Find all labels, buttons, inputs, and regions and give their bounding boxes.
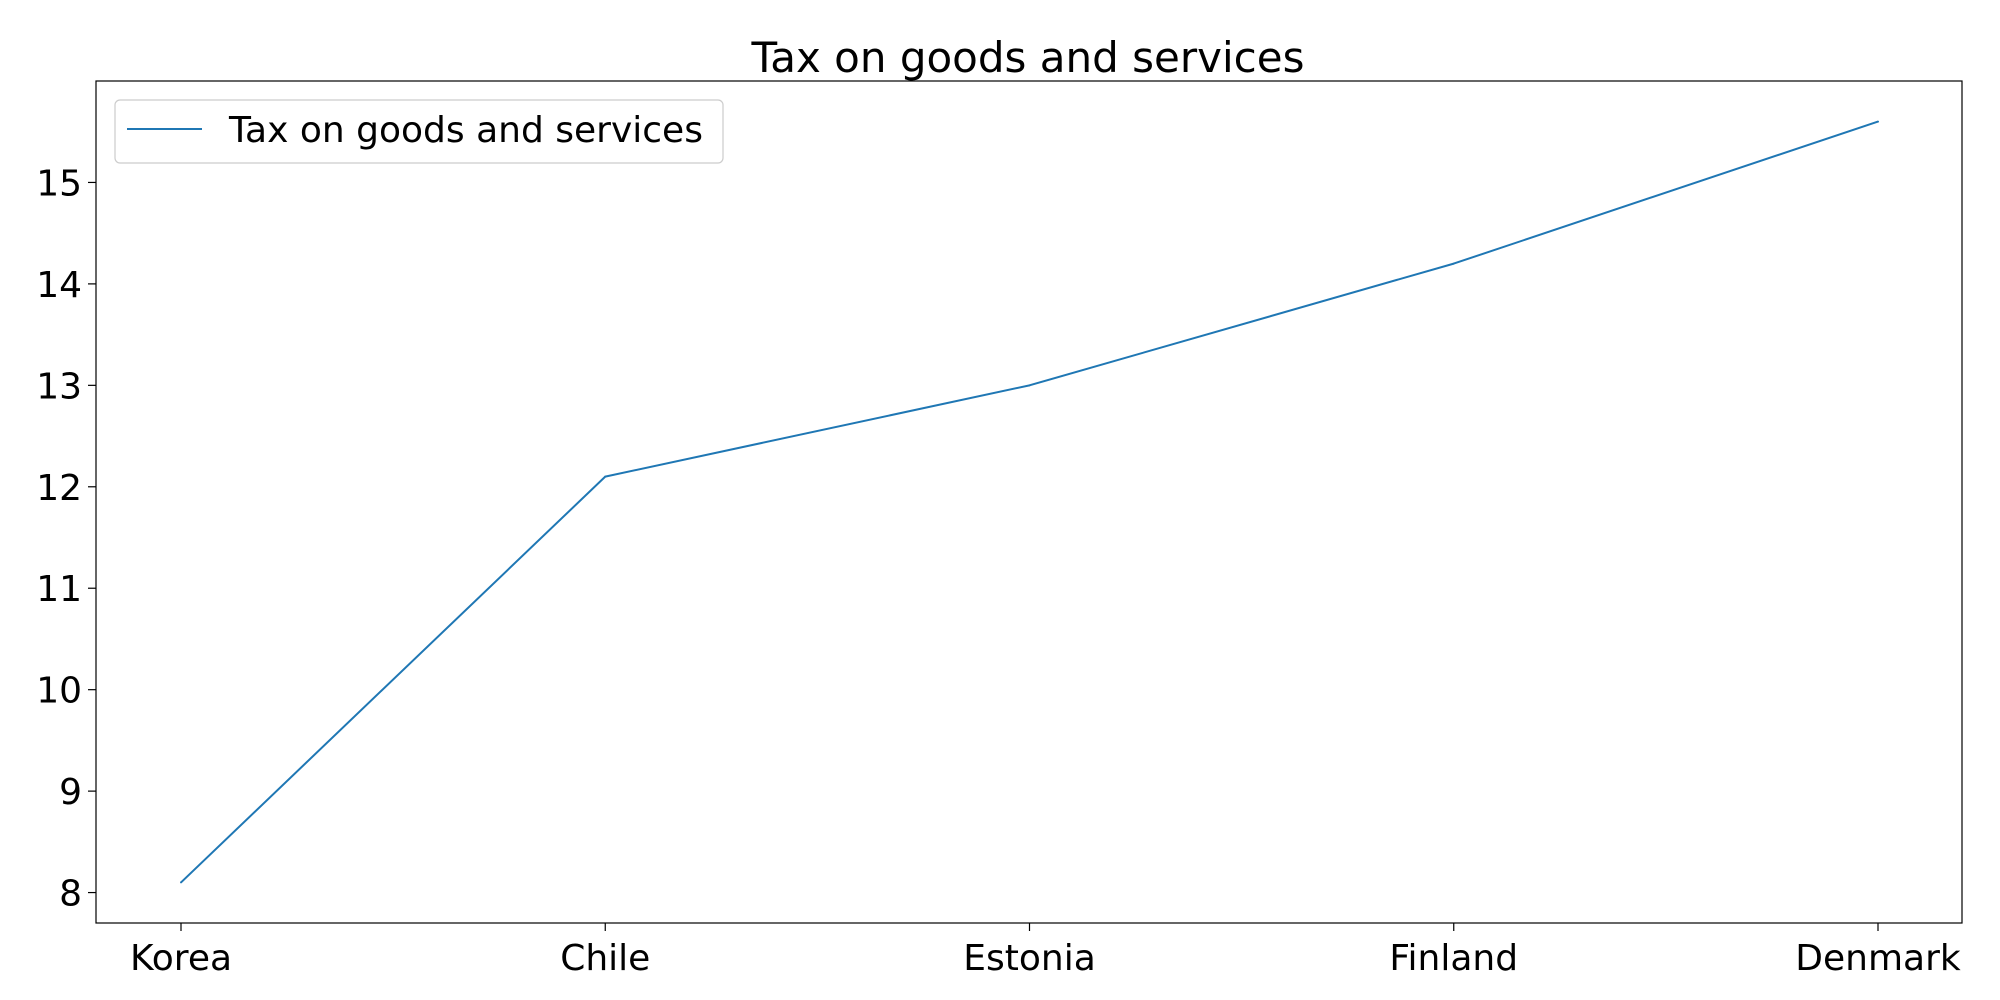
legend: Tax on goods and services [114,99,724,164]
y-tick-label: 15 [36,163,82,204]
y-axis: 8 9 10 11 12 13 14 15 [36,163,96,915]
y-tick-label: 11 [36,569,82,610]
x-tick-label: Finland [1389,938,1518,979]
y-tick-label: 12 [36,468,82,509]
x-tick-label: Korea [130,938,232,979]
series-line [180,120,1879,884]
data-point [180,881,182,884]
x-tick-label: Chile [560,938,650,979]
plot-area [95,80,1963,924]
data-point [1877,120,1879,123]
y-tick-label: 14 [36,265,82,306]
data-point [1452,262,1455,265]
series-layer [180,120,1879,884]
chart-title: Tax on goods and services [751,33,1305,82]
legend-label: Tax on goods and services [228,110,703,151]
data-point [604,475,607,478]
x-tick-label: Estonia [963,938,1096,979]
x-tick-label: Denmark [1795,938,1961,979]
legend-box [114,99,724,164]
y-tick-label: 8 [59,874,82,915]
y-tick-label: 9 [59,772,82,813]
data-point [1028,384,1031,387]
x-axis: Korea Chile Estonia Finland Denmark [130,923,1961,979]
y-tick-label: 10 [36,671,82,712]
y-tick-label: 13 [36,366,82,407]
